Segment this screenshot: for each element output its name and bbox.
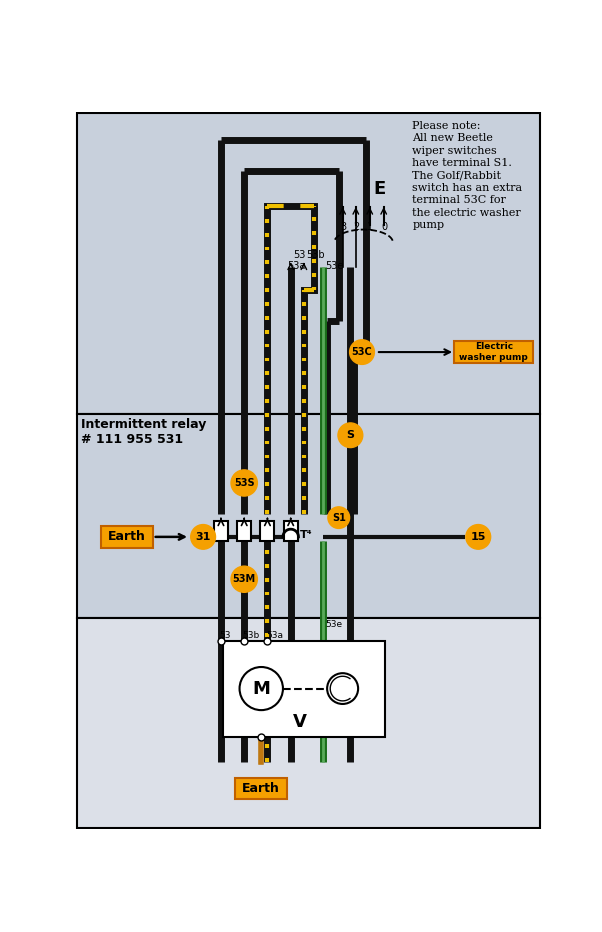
Text: Intermittent relay
# 111 955 531: Intermittent relay # 111 955 531 [81,418,207,445]
Text: Please note:
All new Beetle
wiper switches
have terminal S1.
The Golf/Rabbit
swi: Please note: All new Beetle wiper switch… [412,121,523,230]
Circle shape [240,667,283,710]
Circle shape [338,423,363,447]
Bar [214,522,228,541]
Bar [223,641,385,737]
FancyBboxPatch shape [77,618,540,828]
FancyBboxPatch shape [77,114,540,414]
Text: 53M: 53M [232,574,256,584]
FancyBboxPatch shape [235,778,287,800]
Text: S: S [346,431,355,440]
Text: 53b: 53b [306,250,325,260]
Text: 53e: 53e [325,261,343,271]
Text: M: M [252,679,270,697]
Circle shape [328,507,350,528]
Text: 53b: 53b [243,631,260,639]
Circle shape [231,566,258,593]
Bar [261,522,275,541]
Text: 31: 31 [196,532,211,541]
Text: 3: 3 [340,223,346,232]
Text: 53a: 53a [287,261,305,271]
Text: 53C: 53C [352,347,373,357]
Text: 53a: 53a [266,631,283,639]
FancyBboxPatch shape [77,414,540,618]
Text: 2: 2 [353,223,360,232]
Text: V: V [293,713,307,731]
Circle shape [327,673,358,704]
FancyBboxPatch shape [455,341,533,363]
Text: 1: 1 [367,223,374,232]
Text: E: E [374,180,386,199]
Circle shape [466,525,491,549]
Text: 53S: 53S [234,478,255,488]
Text: Earth: Earth [108,530,146,543]
Circle shape [191,525,216,549]
Text: Electric
washer pump: Electric washer pump [459,342,528,362]
Bar [284,522,297,541]
Text: Earth: Earth [243,782,280,795]
Circle shape [350,340,374,364]
Text: 53: 53 [219,631,231,639]
Text: 0: 0 [382,223,388,232]
Text: T⁴: T⁴ [300,530,312,541]
Bar [237,522,251,541]
Text: 15: 15 [471,532,486,541]
Circle shape [231,470,258,496]
FancyBboxPatch shape [101,526,153,548]
Text: 53: 53 [293,250,305,260]
Text: 53e: 53e [325,620,342,629]
Text: S1: S1 [332,513,346,523]
